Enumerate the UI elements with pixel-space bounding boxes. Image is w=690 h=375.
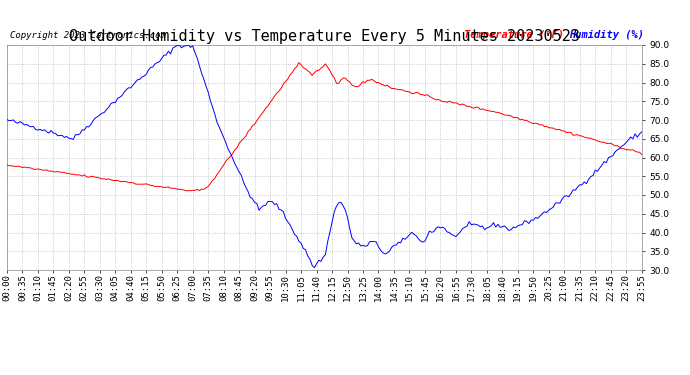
Text: Humidity (%): Humidity (%): [569, 30, 644, 40]
Title: Outdoor Humidity vs Temperature Every 5 Minutes 20230523: Outdoor Humidity vs Temperature Every 5 …: [69, 29, 580, 44]
Text: Copyright 2023 Cartronics.com: Copyright 2023 Cartronics.com: [10, 32, 166, 40]
Text: Temperature (°F): Temperature (°F): [464, 30, 564, 40]
